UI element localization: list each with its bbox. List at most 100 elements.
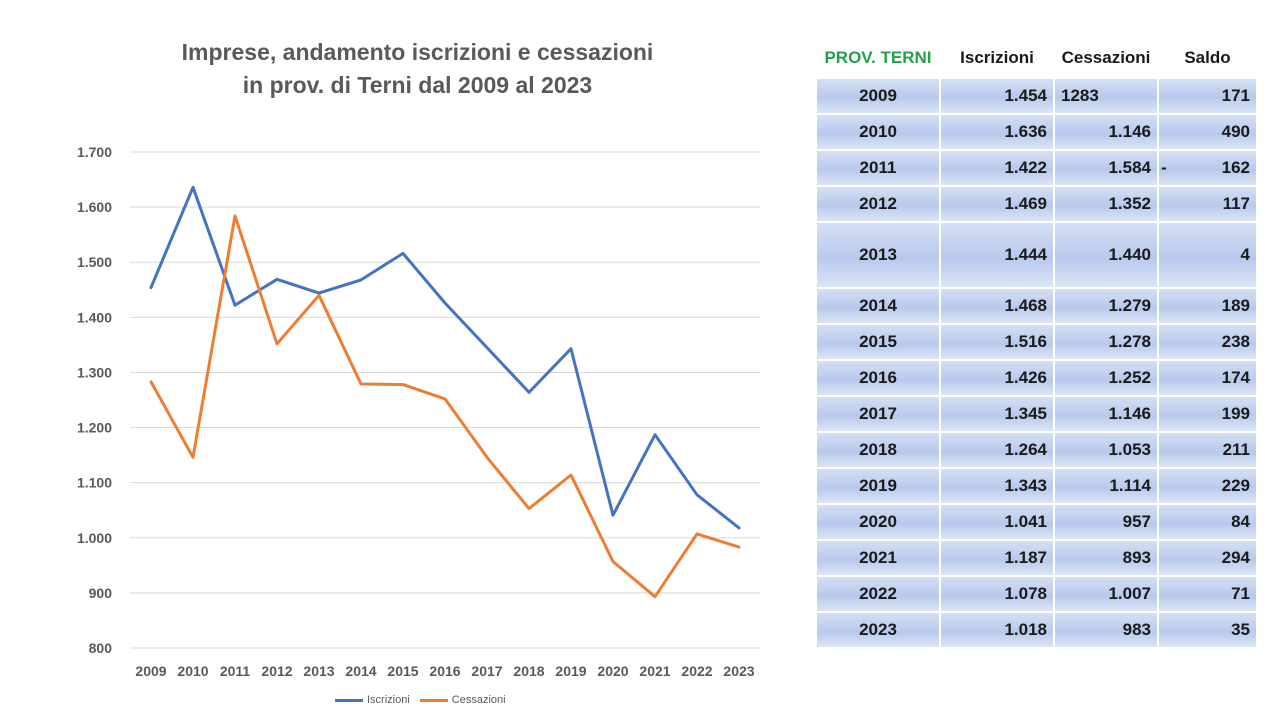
- table-row: 2011 1.422 1.584 - 162: [815, 149, 1258, 187]
- x-tick-label: 2023: [723, 663, 754, 679]
- cell-anno: 2019: [815, 467, 941, 505]
- cell-iscrizioni: 1.345: [939, 395, 1055, 433]
- cell-anno: 2017: [815, 395, 941, 433]
- legend-item-iscrizioni: Iscrizioni: [335, 694, 410, 706]
- cell-cessazioni: 1.053: [1053, 431, 1159, 469]
- cell-cessazioni: 1.146: [1053, 113, 1159, 151]
- cell-saldo: 4: [1157, 221, 1258, 289]
- cell-cessazioni: 1.278: [1053, 323, 1159, 361]
- cell-iscrizioni: 1.422: [939, 149, 1055, 187]
- cell-anno: 2018: [815, 431, 941, 469]
- x-tick-label: 2017: [471, 663, 502, 679]
- legend-swatch-cessazioni: [419, 698, 448, 702]
- cell-saldo: 229: [1157, 467, 1258, 505]
- x-tick-label: 2016: [429, 663, 460, 679]
- header-cessazioni: Cessazioni: [1053, 37, 1159, 79]
- cell-saldo-value: 211: [1222, 440, 1250, 459]
- cell-iscrizioni: 1.426: [939, 359, 1055, 397]
- cell-cessazioni: 983: [1053, 611, 1159, 649]
- cell-anno: 2016: [815, 359, 941, 397]
- cell-iscrizioni: 1.468: [939, 287, 1055, 325]
- cell-saldo-value: 171: [1221, 86, 1250, 105]
- x-tick-label: 2015: [387, 663, 418, 679]
- cell-anno: 2014: [815, 287, 941, 325]
- cell-cessazioni: 1.114: [1053, 467, 1159, 505]
- legend-label-cessazioni: Cessazioni: [451, 694, 506, 706]
- x-tick-label: 2018: [513, 663, 544, 679]
- negative-sign: -: [1161, 158, 1167, 177]
- cell-saldo-value: 490: [1221, 122, 1250, 141]
- cell-anno: 2012: [815, 185, 941, 223]
- legend-label-iscrizioni: Iscrizioni: [367, 694, 410, 706]
- table-row: 2023 1.018 983 35: [815, 611, 1258, 649]
- cell-cessazioni: 1.146: [1053, 395, 1159, 433]
- cell-saldo: 84: [1157, 503, 1258, 541]
- cell-iscrizioni: 1.018: [939, 611, 1055, 649]
- table-header-row: PROV. TERNI Iscrizioni Cessazioni Saldo: [815, 37, 1258, 79]
- y-tick-label: 1.100: [77, 475, 112, 491]
- cell-saldo-value: 238: [1221, 332, 1250, 351]
- chart-title: Imprese, andamento iscrizioni e cessazio…: [120, 36, 715, 102]
- table-row: 2013 1.444 1.440 4: [815, 221, 1258, 289]
- y-tick-label: 1.500: [77, 254, 112, 270]
- cell-saldo: - 162: [1157, 149, 1258, 187]
- series-line-iscrizioni: [149, 185, 741, 530]
- table-row: 2016 1.426 1.252 174: [815, 359, 1258, 397]
- cell-saldo: 117: [1157, 185, 1258, 223]
- cell-saldo-value: 84: [1231, 512, 1250, 531]
- cell-saldo-value: 162: [1221, 158, 1250, 177]
- table-row: 2021 1.187 893 294: [815, 539, 1258, 577]
- x-tick-label: 2009: [135, 663, 166, 679]
- cell-anno: 2015: [815, 323, 941, 361]
- cell-iscrizioni: 1.187: [939, 539, 1055, 577]
- table-row: 2017 1.345 1.146 199: [815, 395, 1258, 433]
- cell-saldo-value: 294: [1221, 548, 1250, 567]
- cell-cessazioni: 1.252: [1053, 359, 1159, 397]
- y-tick-label: 1.000: [77, 530, 112, 546]
- cell-cessazioni: 893: [1053, 539, 1159, 577]
- cell-iscrizioni: 1.444: [939, 221, 1055, 289]
- cell-saldo-value: 189: [1221, 296, 1250, 315]
- table-row: 2010 1.636 1.146 490: [815, 113, 1258, 151]
- cell-saldo-value: 229: [1221, 476, 1250, 495]
- cell-saldo: 294: [1157, 539, 1258, 577]
- series-line-cessazioni: [149, 214, 741, 599]
- cell-saldo-value: 199: [1221, 404, 1250, 423]
- cell-cessazioni: 1283: [1053, 77, 1159, 115]
- x-tick-label: 2019: [555, 663, 586, 679]
- cell-iscrizioni: 1.636: [939, 113, 1055, 151]
- cell-iscrizioni: 1.469: [939, 185, 1055, 223]
- cell-iscrizioni: 1.078: [939, 575, 1055, 613]
- line-chart: 1.700 1.600 1.500 1.400 1.300 1.200 1.100 1.000…: [77, 144, 760, 679]
- x-tick-label: 2012: [261, 663, 292, 679]
- table-row: 2018 1.264 1.053 211: [815, 431, 1258, 469]
- cell-iscrizioni: 1.454: [939, 77, 1055, 115]
- table-row: 2022 1.078 1.007 71: [815, 575, 1258, 613]
- cell-saldo-value: 35: [1231, 620, 1250, 639]
- cell-cessazioni: 1.007: [1053, 575, 1159, 613]
- cell-cessazioni: 1.440: [1053, 221, 1159, 289]
- cell-saldo: 171: [1157, 77, 1258, 115]
- cell-saldo: 211: [1157, 431, 1258, 469]
- chart-title-line-2: in prov. di Terni dal 2009 al 2023: [242, 72, 593, 98]
- cell-saldo: 199: [1157, 395, 1258, 433]
- cell-saldo: 490: [1157, 113, 1258, 151]
- y-tick-label: 800: [89, 640, 113, 656]
- cell-iscrizioni: 1.516: [939, 323, 1055, 361]
- cell-iscrizioni: 1.041: [939, 503, 1055, 541]
- cell-cessazioni: 957: [1053, 503, 1159, 541]
- cell-saldo: 71: [1157, 575, 1258, 613]
- cell-iscrizioni: 1.264: [939, 431, 1055, 469]
- table-row: 2014 1.468 1.279 189: [815, 287, 1258, 325]
- cell-saldo: 238: [1157, 323, 1258, 361]
- cell-saldo: 174: [1157, 359, 1258, 397]
- table-row: 2012 1.469 1.352 117: [815, 185, 1258, 223]
- header-saldo: Saldo: [1157, 37, 1258, 79]
- chart-title-line-1: Imprese, andamento iscrizioni e cessazio…: [181, 39, 654, 65]
- y-tick-label: 1.700: [77, 144, 112, 160]
- legend-item-cessazioni: Cessazioni: [419, 694, 506, 706]
- chart-legend: Iscrizioni Cessazioni: [335, 691, 516, 709]
- cell-anno: 2011: [815, 149, 941, 187]
- cell-anno: 2010: [815, 113, 941, 151]
- cell-cessazioni: 1.584: [1053, 149, 1159, 187]
